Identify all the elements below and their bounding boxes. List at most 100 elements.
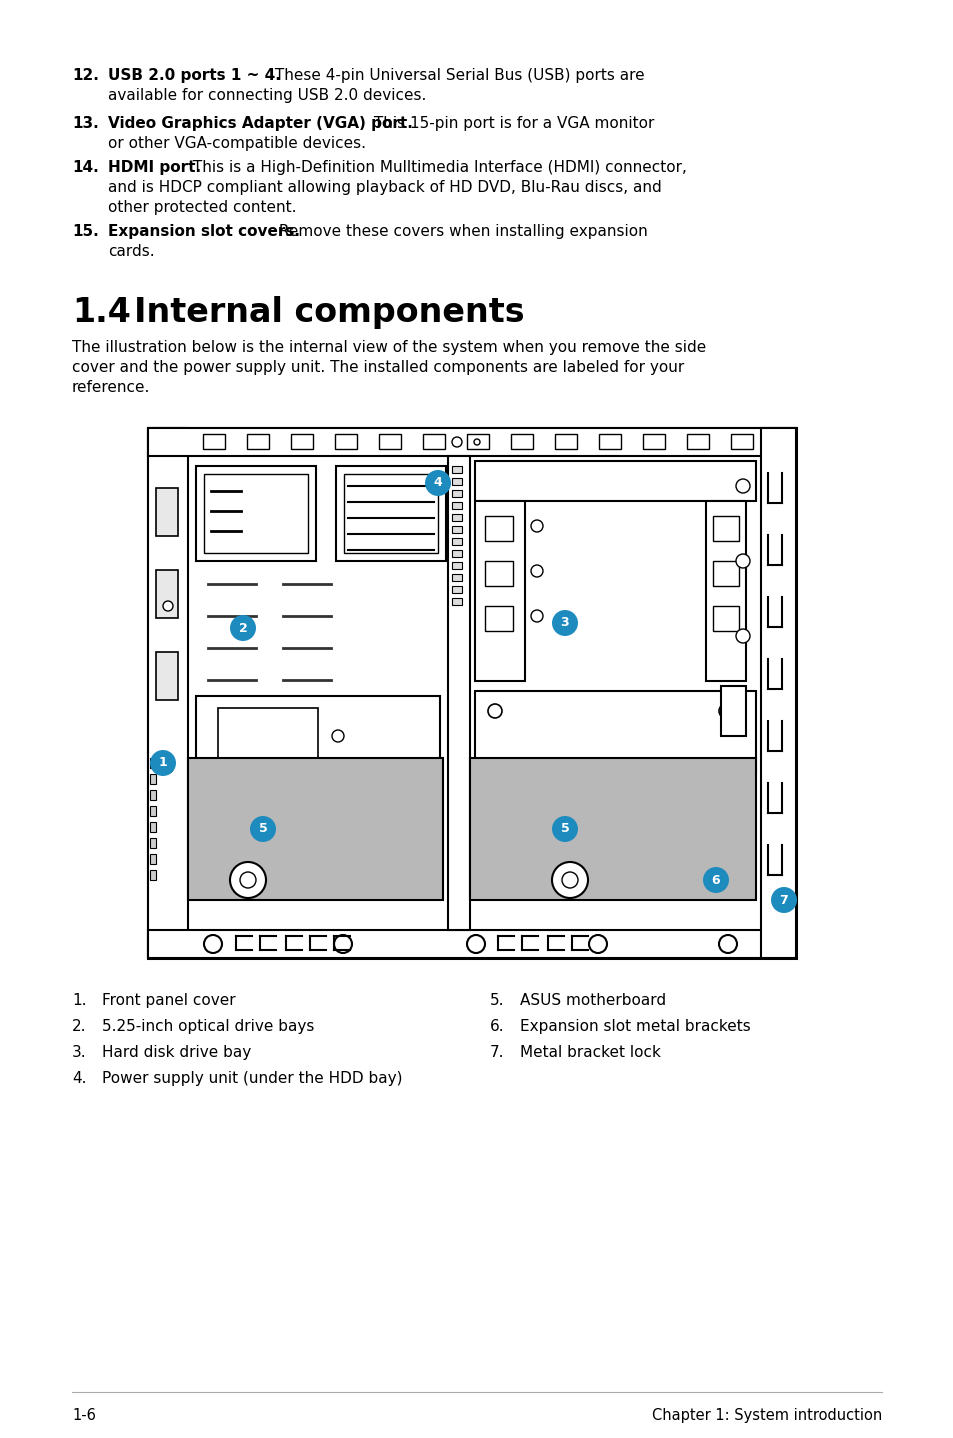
Bar: [712, 516, 739, 541]
Text: 5.25-inch optical drive bays: 5.25-inch optical drive bays: [102, 1020, 314, 1034]
Circle shape: [588, 935, 606, 953]
Text: Hard disk drive bay: Hard disk drive bay: [102, 1045, 251, 1060]
Text: These 4-pin Universal Serial Bus (USB) ports are: These 4-pin Universal Serial Bus (USB) p…: [270, 68, 644, 83]
Text: cover and the power supply unit. The installed components are labeled for your: cover and the power supply unit. The ins…: [71, 360, 683, 375]
Circle shape: [150, 751, 175, 777]
Bar: [475, 462, 755, 500]
Circle shape: [230, 615, 255, 641]
Text: 2: 2: [238, 621, 247, 634]
Text: The illustration below is the internal view of the system when you remove the si: The illustration below is the internal v…: [71, 339, 705, 355]
Text: Expansion slot metal brackets: Expansion slot metal brackets: [519, 1020, 750, 1034]
Bar: [452, 598, 461, 605]
Text: 1-6: 1-6: [71, 1408, 95, 1424]
Circle shape: [230, 861, 266, 897]
Circle shape: [250, 815, 275, 843]
Circle shape: [552, 610, 578, 636]
Bar: [150, 870, 156, 880]
Text: Front panel cover: Front panel cover: [102, 994, 235, 1008]
Bar: [150, 758, 156, 768]
Text: or other VGA-compatible devices.: or other VGA-compatible devices.: [108, 137, 366, 151]
Circle shape: [719, 705, 732, 718]
Bar: [378, 434, 400, 449]
Bar: [344, 475, 437, 554]
Text: 6.: 6.: [490, 1020, 504, 1034]
Bar: [712, 561, 739, 587]
Text: Power supply unit (under the HDD bay): Power supply unit (under the HDD bay): [102, 1071, 402, 1086]
Bar: [195, 466, 315, 561]
Text: 5: 5: [560, 823, 569, 835]
Text: USB 2.0 ports 1 ~ 4.: USB 2.0 ports 1 ~ 4.: [108, 68, 280, 83]
Text: 12.: 12.: [71, 68, 99, 83]
Circle shape: [452, 437, 461, 447]
Text: 15.: 15.: [71, 224, 99, 239]
Bar: [148, 429, 188, 958]
Circle shape: [163, 764, 172, 774]
Circle shape: [488, 705, 501, 718]
Text: ASUS motherboard: ASUS motherboard: [519, 994, 665, 1008]
Bar: [247, 434, 269, 449]
Bar: [150, 774, 156, 784]
Text: and is HDCP compliant allowing playback of HD DVD, Blu-Rau discs, and: and is HDCP compliant allowing playback …: [108, 180, 661, 196]
Circle shape: [474, 439, 479, 444]
Text: 6: 6: [711, 873, 720, 886]
Text: 1.4: 1.4: [71, 296, 131, 329]
Bar: [484, 561, 513, 587]
Bar: [203, 434, 225, 449]
Bar: [712, 605, 739, 631]
Bar: [195, 696, 439, 777]
Circle shape: [719, 935, 737, 953]
Bar: [475, 692, 755, 771]
Circle shape: [702, 867, 728, 893]
Circle shape: [204, 935, 222, 953]
Text: Remove these covers when installing expansion: Remove these covers when installing expa…: [274, 224, 647, 239]
Bar: [470, 758, 755, 900]
Bar: [150, 807, 156, 815]
Bar: [156, 487, 178, 536]
Text: 4.: 4.: [71, 1071, 87, 1086]
Bar: [335, 466, 446, 561]
Text: 13.: 13.: [71, 116, 99, 131]
Bar: [452, 587, 461, 592]
Bar: [156, 569, 178, 618]
Text: This 15-pin port is for a VGA monitor: This 15-pin port is for a VGA monitor: [369, 116, 654, 131]
Text: Expansion slot covers.: Expansion slot covers.: [108, 224, 299, 239]
Bar: [452, 513, 461, 521]
Circle shape: [552, 861, 587, 897]
Bar: [148, 930, 795, 958]
Text: HDMI port.: HDMI port.: [108, 160, 201, 175]
Text: 1: 1: [158, 756, 167, 769]
Bar: [452, 574, 461, 581]
Bar: [452, 549, 461, 557]
Circle shape: [424, 470, 451, 496]
Bar: [291, 434, 313, 449]
Bar: [150, 838, 156, 848]
Bar: [760, 429, 795, 958]
Bar: [484, 605, 513, 631]
Bar: [467, 434, 489, 449]
Bar: [204, 475, 308, 554]
Circle shape: [735, 479, 749, 493]
Bar: [422, 434, 444, 449]
Bar: [452, 490, 461, 498]
Text: 3.: 3.: [71, 1045, 87, 1060]
Bar: [188, 758, 442, 900]
Bar: [148, 429, 795, 958]
Circle shape: [770, 887, 796, 913]
Circle shape: [531, 565, 542, 577]
Bar: [452, 538, 461, 545]
Bar: [598, 434, 620, 449]
Text: 5: 5: [258, 823, 267, 835]
Circle shape: [332, 731, 344, 742]
Bar: [555, 434, 577, 449]
Bar: [705, 500, 745, 682]
Text: Chapter 1: System introduction: Chapter 1: System introduction: [651, 1408, 882, 1424]
Text: Metal bracket lock: Metal bracket lock: [519, 1045, 660, 1060]
Circle shape: [561, 871, 578, 889]
Circle shape: [531, 521, 542, 532]
Text: Internal components: Internal components: [133, 296, 524, 329]
Circle shape: [552, 815, 578, 843]
Bar: [452, 466, 461, 473]
Bar: [730, 434, 752, 449]
Bar: [642, 434, 664, 449]
Text: reference.: reference.: [71, 380, 151, 395]
